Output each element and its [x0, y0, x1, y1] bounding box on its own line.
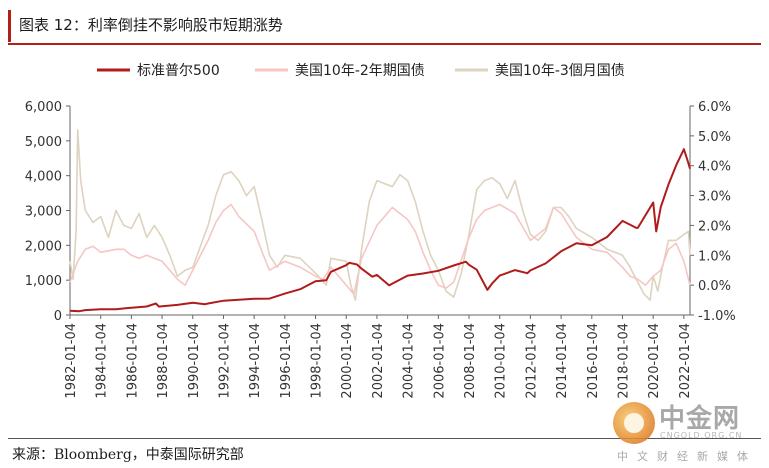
x-axis-tick-label: 2006-01-04: [432, 323, 447, 399]
series-line-10y2y-spread: [69, 203, 691, 295]
right-axis-tick-label: 3.0%: [698, 190, 731, 205]
figure-title: 图表 12：利率倒挂不影响股市短期涨势: [19, 16, 283, 34]
x-axis-tick-label: 1986-01-04: [125, 323, 140, 399]
right-axis-tick-label: 2.0%: [698, 219, 731, 234]
right-axis-tick-label: 6.0%: [698, 100, 731, 115]
left-axis-tick-label: 3,000: [25, 205, 62, 220]
chart-legend: 标准普尔500 美国10年-2年期国债 美国10年-3個月国债: [97, 63, 625, 79]
left-axis-tick-label: 0: [54, 309, 62, 324]
x-axis-tick-label: 2010-01-04: [494, 323, 509, 399]
coin-logo-center: [624, 413, 644, 433]
right-axis-tick-label: 1.0%: [698, 249, 731, 264]
left-axis-tick-label: 5,000: [25, 135, 62, 150]
watermark-domain: CNGOLD.ORG.CN: [660, 431, 743, 440]
x-axis-tick-label: 2022-01-04: [678, 323, 693, 399]
left-axis-tick-label: 6,000: [25, 100, 62, 115]
line-chart: 标准普尔500 美国10年-2年期国债 美国10年-3個月国债 0 1,000 2,…: [25, 63, 736, 399]
right-axis-tick-label: 5.0%: [698, 130, 731, 145]
series-line-10y3m-spread: [69, 129, 691, 301]
x-axis-tick-label: 2004-01-04: [402, 323, 417, 399]
watermark-brand: 中金网: [659, 404, 741, 434]
right-axis-tick-label: 0.0%: [698, 279, 731, 294]
x-axis-tick-label: 1996-01-04: [279, 323, 294, 399]
x-axis-tick-label: 1990-01-04: [187, 323, 202, 399]
plot-area: [69, 129, 691, 313]
chart-axes: 0 1,000 2,000 3,000 4,000 5,000 6,000 -1.0% 0.0%…: [25, 100, 736, 399]
legend-label-10y2y: 美国10年-2年期国债: [295, 63, 425, 79]
x-axis-tick-label: 1984-01-04: [95, 323, 110, 399]
x-axis-tick-label: 2016-01-04: [586, 323, 601, 399]
series-line-sp500: [69, 148, 691, 313]
x-axis-tick-label: 2020-01-04: [647, 323, 662, 399]
source-note: 来源：Bloomberg，中泰国际研究部: [12, 447, 244, 463]
watermark: 中金网 CNGOLD.ORG.CN 中文财经新媒体: [613, 392, 769, 463]
x-axis-tick-label: 1994-01-04: [248, 323, 263, 399]
x-axis-tick-label: 2002-01-04: [371, 323, 386, 399]
left-axis-tick-label: 2,000: [25, 239, 62, 254]
x-axis-tick-label: 2018-01-04: [616, 323, 631, 399]
x-axis-tick-label: 1982-01-04: [64, 323, 79, 399]
watermark-slogan: 中文财经新媒体: [617, 450, 757, 463]
footer-rule: [8, 438, 761, 439]
x-axis-tick-label: 2000-01-04: [340, 323, 355, 399]
x-axis-tick-label: 2012-01-04: [524, 323, 539, 399]
right-axis-tick-label: 4.0%: [698, 160, 731, 175]
left-axis-tick-label: 4,000: [25, 170, 62, 185]
right-axis-tick-label: -1.0%: [698, 309, 736, 324]
left-axis-tick-label: 1,000: [25, 274, 62, 289]
x-axis-tick-label: 1998-01-04: [310, 323, 325, 399]
x-axis-tick-label: 2008-01-04: [463, 323, 478, 399]
x-axis-tick-label: 1992-01-04: [217, 323, 232, 399]
header-rule: [8, 43, 761, 45]
legend-label-sp500: 标准普尔500: [137, 63, 220, 79]
figure-header: 图表 12：利率倒挂不影响股市短期涨势: [0, 0, 769, 45]
x-axis-tick-label: 2014-01-04: [555, 323, 570, 399]
header-accent-bar: [8, 10, 11, 42]
x-axis-tick-label: 1988-01-04: [156, 323, 171, 399]
legend-label-10y3m: 美国10年-3個月国债: [495, 63, 625, 79]
